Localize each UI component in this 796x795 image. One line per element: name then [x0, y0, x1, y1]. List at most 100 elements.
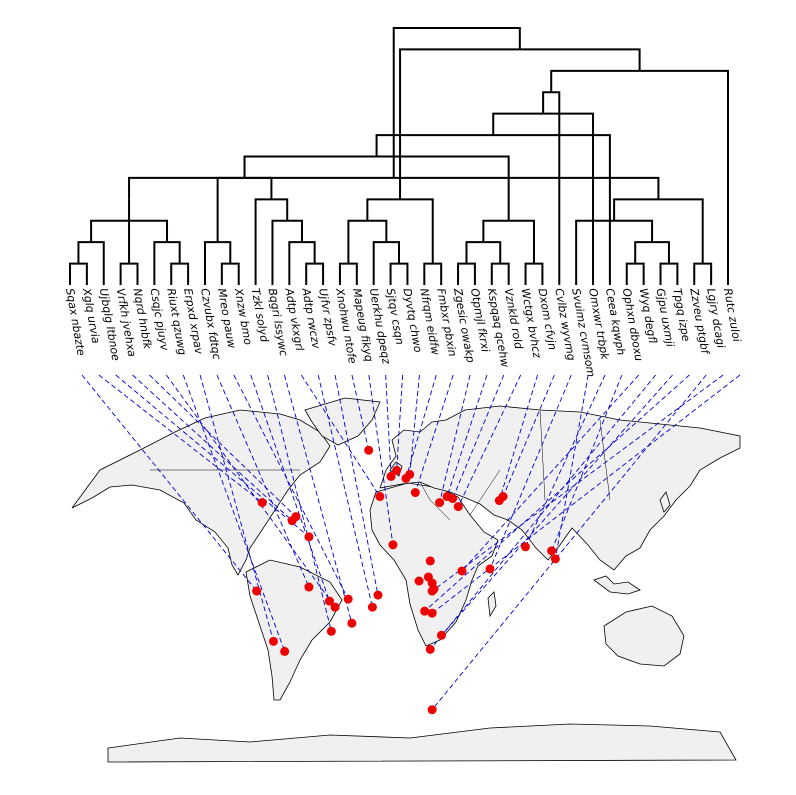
- site-points: [252, 445, 560, 715]
- site-point: [457, 566, 467, 576]
- site-point: [257, 498, 267, 508]
- world-map: [71, 397, 741, 763]
- land-eurasia: [379, 405, 741, 571]
- connector-line: [182, 374, 286, 652]
- tree-branch: [288, 241, 316, 285]
- tree-branch: [119, 262, 139, 285]
- site-point: [367, 602, 377, 612]
- connector-line: [431, 374, 724, 592]
- site-point: [280, 646, 290, 656]
- land-north-america: [71, 409, 331, 576]
- site-point: [550, 554, 560, 564]
- connector-line: [284, 374, 353, 624]
- connector-line: [233, 374, 349, 600]
- connector-line: [199, 374, 274, 642]
- site-point: [429, 584, 439, 594]
- connector-line: [405, 374, 437, 479]
- tree-branch: [216, 176, 273, 243]
- site-point: [436, 630, 446, 640]
- site-point: [291, 512, 301, 522]
- connector-line: [300, 374, 381, 497]
- tree-branch: [243, 155, 510, 221]
- tree-branch: [392, 27, 521, 178]
- connector-line: [498, 374, 538, 501]
- site-point: [343, 594, 353, 604]
- site-point: [547, 546, 557, 556]
- land-madagascar: [487, 591, 497, 618]
- connector-line: [98, 374, 263, 503]
- connector-line: [461, 374, 640, 572]
- border-lines: [150, 409, 611, 521]
- site-point: [364, 445, 374, 455]
- site-point: [252, 586, 262, 596]
- connector-line: [81, 374, 258, 592]
- tree-branch: [366, 198, 434, 264]
- site-point: [373, 590, 383, 600]
- connector-line: [267, 374, 332, 632]
- tree-branch: [389, 262, 409, 285]
- site-point: [425, 556, 435, 566]
- tree-branch: [613, 198, 704, 264]
- connector-line: [424, 374, 690, 612]
- site-point: [435, 498, 445, 508]
- connector-line: [431, 374, 741, 614]
- site-point: [448, 494, 458, 504]
- site-point: [304, 582, 314, 592]
- tree-branch: [220, 262, 240, 285]
- site-point: [392, 465, 402, 475]
- site-point: [324, 596, 334, 606]
- tree-branch: [625, 262, 645, 285]
- tree-branch: [399, 48, 641, 200]
- tree-branch: [492, 112, 595, 285]
- tree-branch: [423, 262, 443, 285]
- site-point: [326, 626, 336, 636]
- site-point: [386, 471, 396, 481]
- tree-branch: [338, 262, 358, 285]
- tree-branch: [153, 241, 181, 285]
- tree-branch: [254, 198, 289, 285]
- connector-line: [351, 374, 370, 451]
- site-point: [410, 488, 420, 498]
- land-indonesia: [593, 575, 641, 595]
- connector-line: [457, 374, 522, 507]
- tree-branch: [575, 219, 654, 285]
- site-point: [268, 636, 278, 646]
- site-point: [347, 618, 357, 628]
- site-point: [304, 532, 314, 542]
- tree-branch: [128, 176, 660, 200]
- connector-line: [502, 374, 555, 497]
- site-point: [498, 492, 508, 502]
- tree-branch: [375, 134, 611, 285]
- tree-branch: [69, 262, 88, 285]
- connector-line: [414, 374, 454, 493]
- site-point: [375, 492, 385, 502]
- connector-line: [385, 374, 392, 477]
- connector-line: [489, 374, 572, 570]
- land-antarctica: [107, 723, 737, 763]
- connector-line: [216, 374, 310, 588]
- site-point: [330, 602, 340, 612]
- connector-line: [132, 374, 293, 521]
- tree-branch: [203, 241, 232, 285]
- tree-branch: [659, 262, 679, 285]
- connector-line: [115, 374, 310, 538]
- land-japan: [659, 491, 671, 513]
- connector-line: [334, 374, 379, 596]
- tree-branch: [542, 91, 561, 285]
- site-point: [520, 542, 530, 552]
- tree-branch: [490, 262, 510, 285]
- connector-line: [439, 374, 471, 503]
- site-point: [420, 606, 430, 616]
- site-point: [453, 502, 463, 512]
- connector-line: [368, 374, 394, 545]
- site-point: [414, 576, 424, 586]
- connector-line: [429, 374, 656, 650]
- land-south-america: [245, 559, 343, 701]
- dendrogram: [69, 27, 729, 285]
- tree-branch: [372, 241, 400, 285]
- site-point: [427, 608, 437, 618]
- land-africa: [369, 482, 499, 647]
- site-point: [401, 473, 411, 483]
